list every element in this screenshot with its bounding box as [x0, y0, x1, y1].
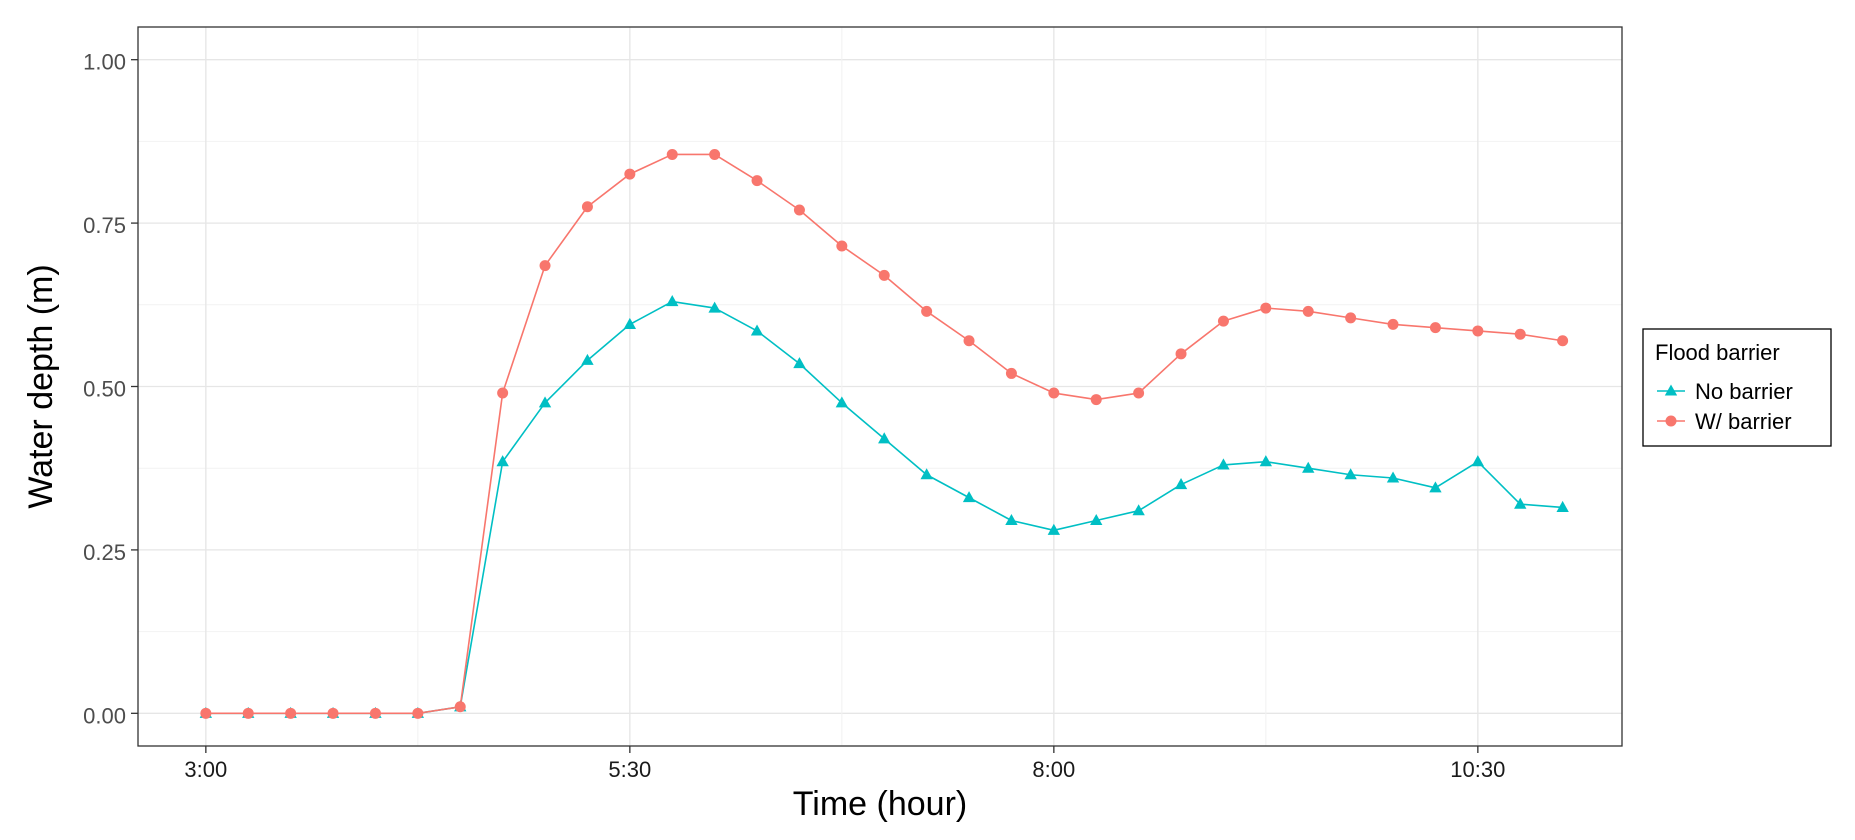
data-point	[921, 305, 933, 317]
legend-key-marker	[1664, 384, 1678, 396]
data-point	[581, 201, 593, 213]
data-point	[1133, 387, 1145, 399]
data-point	[327, 707, 339, 719]
data-point	[878, 432, 891, 444]
data-point	[920, 468, 933, 480]
legend-label: W/ barrier	[1695, 409, 1792, 434]
legend-item: No barrier	[1657, 379, 1793, 404]
data-point	[1514, 497, 1527, 509]
data-point	[1344, 468, 1357, 480]
data-point	[200, 707, 212, 719]
data-point	[538, 396, 552, 408]
grid-lines	[138, 27, 1622, 746]
data-point	[454, 701, 466, 713]
data-point	[666, 148, 678, 160]
x-tick-label: 10:30	[1450, 757, 1505, 782]
data-point	[285, 707, 297, 719]
axes: 0.00 0.25 0.50 0.75 1.00 3:00 5:30 8:00 10:30	[83, 50, 1505, 782]
x-tick-label: 8:00	[1032, 757, 1075, 782]
data-point	[708, 301, 721, 313]
data-point	[1174, 478, 1188, 490]
data-point	[666, 295, 679, 307]
data-point	[962, 491, 976, 503]
data-point	[878, 269, 890, 281]
data-point	[242, 707, 254, 719]
y-tick-label: 1.00	[83, 50, 126, 75]
data-point	[1047, 523, 1061, 535]
y-tick-label: 0.00	[83, 703, 126, 728]
data-point	[1302, 461, 1315, 473]
legend-key-marker	[1665, 415, 1677, 427]
data-point	[1387, 318, 1399, 330]
data-point	[750, 324, 764, 336]
series-layer	[199, 148, 1569, 719]
data-point	[1005, 367, 1017, 379]
legend: Flood barrier No barrier W/ barrier	[1642, 328, 1832, 447]
data-point	[1429, 481, 1442, 493]
series-w-barrier	[200, 148, 1569, 719]
legend-box	[1642, 328, 1832, 447]
data-point	[793, 357, 806, 369]
data-point	[581, 353, 594, 365]
data-point	[1175, 348, 1187, 360]
data-point	[1005, 513, 1018, 526]
data-point	[1259, 455, 1273, 467]
data-point	[624, 168, 636, 180]
data-point	[835, 396, 849, 408]
data-point	[623, 317, 637, 329]
data-point	[1557, 335, 1569, 347]
data-point	[1429, 322, 1441, 334]
data-point	[1386, 471, 1400, 483]
y-tick-label: 0.50	[83, 377, 126, 402]
data-point	[1345, 312, 1357, 324]
y-tick-label: 0.25	[83, 540, 126, 565]
data-point	[1090, 513, 1103, 526]
data-point	[963, 335, 975, 347]
data-point	[1048, 387, 1060, 399]
data-point	[1132, 504, 1145, 516]
data-point	[412, 707, 424, 719]
legend-title: Flood barrier	[1655, 340, 1780, 365]
data-point	[793, 204, 805, 216]
data-point	[709, 148, 721, 160]
data-point	[751, 175, 763, 187]
legend-items: No barrier W/ barrier	[1657, 379, 1793, 434]
y-tick-label: 0.75	[83, 213, 126, 238]
data-point	[369, 707, 381, 719]
legend-item: W/ barrier	[1657, 409, 1792, 434]
x-tick-label: 3:00	[184, 757, 227, 782]
data-point	[1302, 305, 1314, 317]
data-point	[836, 240, 848, 252]
x-axis-title: Time (hour)	[793, 785, 967, 823]
data-point	[1514, 328, 1526, 340]
x-tick-label: 5:30	[608, 757, 651, 782]
data-point	[1556, 500, 1569, 512]
data-point	[1471, 455, 1485, 467]
data-point	[539, 260, 551, 272]
data-point	[496, 455, 509, 467]
data-point	[1260, 302, 1272, 314]
data-point	[1217, 458, 1230, 470]
data-point	[1472, 325, 1484, 337]
legend-label: No barrier	[1695, 379, 1793, 404]
data-point	[1090, 394, 1102, 406]
y-axis-title: Water depth (m)	[22, 264, 60, 508]
data-point	[1217, 315, 1229, 327]
data-point	[497, 387, 509, 399]
